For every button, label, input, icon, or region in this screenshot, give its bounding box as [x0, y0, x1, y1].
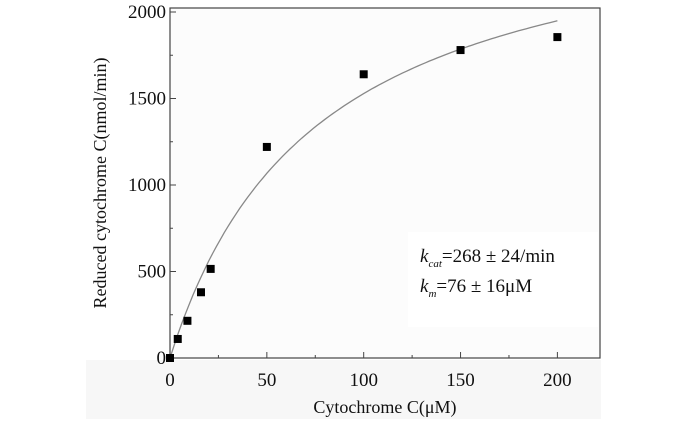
y-tick-label: 1500 — [128, 89, 166, 110]
x-axis-label: Cytochrome C(μM) — [313, 397, 456, 418]
x-tick-label: 0 — [165, 370, 175, 391]
data-point — [262, 142, 271, 151]
fit-curve — [169, 20, 558, 359]
data-point — [166, 354, 174, 362]
x-tick-label: 150 — [446, 370, 475, 391]
x-tick-label: 100 — [349, 370, 378, 391]
y-tick-label: 500 — [138, 262, 167, 283]
kcat-annotation: kcat=268 ± 24/min — [420, 246, 555, 270]
data-point — [173, 334, 182, 343]
km-annotation: km=76 ± 16μM — [420, 276, 532, 300]
y-tick-label: 1000 — [128, 175, 166, 196]
y-tick-label: 2000 — [128, 2, 166, 23]
data-point — [206, 264, 215, 273]
data-point — [183, 316, 192, 325]
data-point — [553, 33, 562, 42]
data-point — [456, 46, 465, 55]
y-tick-label: 0 — [157, 348, 167, 369]
data-point — [359, 70, 368, 79]
background-shade — [86, 360, 601, 419]
y-axis-label: Reduced cytochrome C(nmol/min) — [90, 58, 111, 309]
x-tick-label: 50 — [257, 370, 276, 391]
annotation-box — [408, 232, 598, 327]
data-point — [196, 288, 205, 297]
x-tick-label: 200 — [543, 370, 572, 391]
